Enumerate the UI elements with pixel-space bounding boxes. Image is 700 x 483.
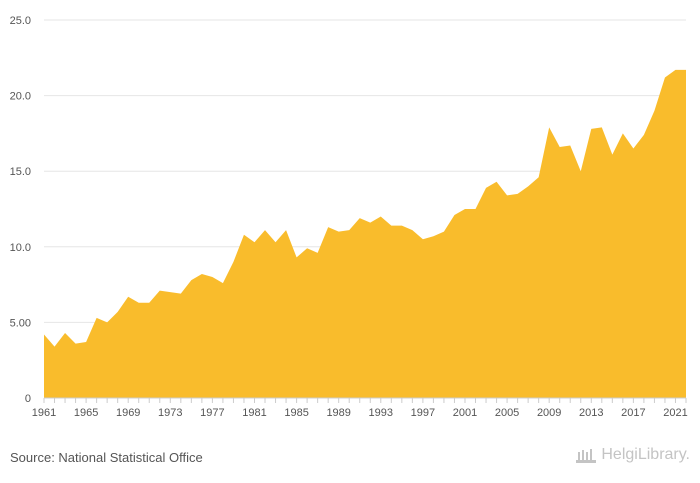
x-tick-label: 2013 xyxy=(579,407,603,419)
brand-logo: HelgiLibrary. xyxy=(575,446,690,464)
x-tick-label: 1985 xyxy=(284,407,308,419)
x-tick-label: 1977 xyxy=(200,407,224,419)
x-tick-label: 2021 xyxy=(663,407,687,419)
area-fill xyxy=(44,69,686,399)
y-tick-label: 25.0 xyxy=(10,15,31,27)
y-tick-label: 15.0 xyxy=(10,166,31,178)
x-tick-label: 1965 xyxy=(74,407,98,419)
y-tick-label: 10.0 xyxy=(10,242,31,254)
y-tick-label: 0 xyxy=(25,393,31,405)
x-tick-label: 2001 xyxy=(453,407,477,419)
x-tick-label: 1997 xyxy=(411,407,435,419)
x-tick-label: 2017 xyxy=(621,407,645,419)
x-tick-label: 1993 xyxy=(369,407,393,419)
x-tick-label: 2005 xyxy=(495,407,519,419)
y-tick-label: 5.00 xyxy=(10,317,31,329)
x-tick-label: 1961 xyxy=(32,407,56,419)
x-axis-ticks: 1961 1965 1969 1973 1977 1981 1985 1989 1993 1997… xyxy=(32,398,688,419)
source-note: Source: National Statistical Office xyxy=(10,450,203,465)
chart-footer: Source: National Statistical Office Helg… xyxy=(0,440,700,483)
brand-name: HelgiLibrary. xyxy=(601,446,690,463)
y-axis-ticks: 0 5.00 10.0 15.0 20.0 25.0 xyxy=(10,15,31,405)
area-series xyxy=(44,69,686,399)
y-tick-label: 20.0 xyxy=(10,91,31,103)
x-tick-label: 1981 xyxy=(242,407,266,419)
x-tick-label: 2009 xyxy=(537,407,561,419)
x-tick-label: 1989 xyxy=(326,407,350,419)
x-tick-label: 1969 xyxy=(116,407,140,419)
library-icon xyxy=(576,449,597,463)
x-tick-label: 1973 xyxy=(158,407,182,419)
